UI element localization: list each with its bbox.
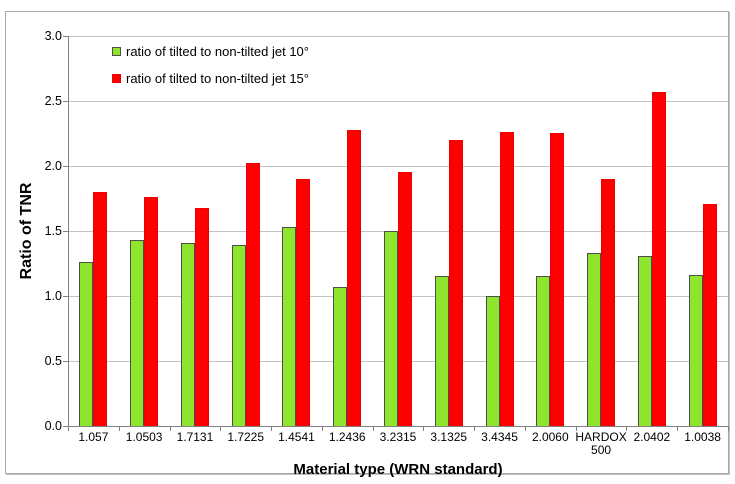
bar-15deg-3.4345 bbox=[499, 132, 514, 426]
y-axis-line bbox=[68, 36, 69, 427]
gridline bbox=[68, 36, 728, 37]
bar-15deg-1.7131 bbox=[194, 208, 209, 426]
x-tick-label: 1.7225 bbox=[227, 430, 265, 444]
bar-10deg-2.0402 bbox=[637, 256, 652, 426]
bar-10deg-1.057 bbox=[79, 262, 94, 426]
bar-15deg-1.0038 bbox=[702, 204, 717, 426]
legend-label-10deg: ratio of tilted to non-tilted jet 10° bbox=[126, 44, 309, 59]
x-tick-label: 2.0402 bbox=[633, 430, 671, 444]
bar-10deg-3.4345 bbox=[485, 296, 500, 426]
bar-10deg-3.1325 bbox=[434, 276, 449, 426]
bar-15deg-3.1325 bbox=[448, 140, 463, 426]
bar-10deg-2.0060 bbox=[536, 276, 551, 426]
x-tick-mark bbox=[524, 426, 526, 431]
gridline bbox=[68, 166, 728, 167]
y-tick-label: 3.0 bbox=[44, 29, 62, 43]
x-tick-mark bbox=[169, 426, 171, 431]
x-tick-mark bbox=[321, 426, 323, 431]
y-tick-mark bbox=[63, 426, 68, 427]
bar-10deg-1.7131 bbox=[180, 243, 195, 426]
x-tick-label: 1.057 bbox=[78, 430, 109, 444]
bar-15deg-1.0503 bbox=[144, 197, 159, 426]
legend: ratio of tilted to non-tilted jet 10° ra… bbox=[112, 45, 309, 85]
y-tick-mark bbox=[63, 166, 68, 167]
bar-10deg-1.7225 bbox=[231, 245, 246, 426]
x-tick-mark bbox=[423, 426, 425, 431]
y-tick-mark bbox=[63, 231, 68, 232]
x-tick-label: 2.0060 bbox=[531, 430, 569, 444]
x-tick-mark bbox=[575, 426, 577, 431]
y-tick-mark bbox=[63, 101, 68, 102]
bar-15deg-1.057 bbox=[93, 192, 108, 426]
x-tick-mark bbox=[271, 426, 273, 431]
x-tick-label: 3.1325 bbox=[430, 430, 468, 444]
x-tick-mark bbox=[220, 426, 222, 431]
legend-marker-15deg-icon bbox=[112, 74, 121, 83]
x-tick-label: 3.4345 bbox=[481, 430, 518, 444]
y-tick-label: 1.0 bbox=[44, 289, 62, 303]
bar-10deg-1.0038 bbox=[688, 275, 703, 426]
legend-marker-10deg-icon bbox=[112, 47, 121, 56]
bar-15deg-2.0060 bbox=[550, 133, 565, 426]
x-tick-mark bbox=[677, 426, 679, 431]
x-tick-label: HARDOX 500 bbox=[575, 430, 627, 457]
bar-15deg-2.0402 bbox=[651, 92, 666, 426]
legend-entry-10deg: ratio of tilted to non-tilted jet 10° bbox=[112, 45, 309, 58]
x-tick-mark bbox=[474, 426, 476, 431]
chart-frame: Ratio of TNR Material type (WRN standard… bbox=[5, 11, 729, 478]
x-axis-line bbox=[68, 426, 729, 427]
gridline bbox=[68, 101, 728, 102]
legend-entry-15deg: ratio of tilted to non-tilted jet 15° bbox=[112, 72, 309, 85]
bar-10deg-HARDOX-500 bbox=[587, 253, 602, 426]
x-tick-label: 1.7131 bbox=[176, 430, 214, 444]
bar-10deg-1.0503 bbox=[130, 240, 145, 426]
legend-label-15deg: ratio of tilted to non-tilted jet 15° bbox=[126, 71, 309, 86]
x-tick-mark bbox=[68, 426, 69, 431]
x-tick-mark bbox=[372, 426, 374, 431]
x-axis-title: Material type (WRN standard) bbox=[293, 461, 503, 478]
bar-15deg-1.4541 bbox=[296, 179, 311, 426]
y-tick-mark bbox=[63, 361, 68, 362]
x-tick-label: 1.0038 bbox=[684, 430, 721, 444]
x-tick-label: 3.2315 bbox=[379, 430, 417, 444]
bar-15deg-1.7225 bbox=[245, 163, 260, 426]
x-tick-label: 1.2436 bbox=[328, 430, 366, 444]
y-tick-mark bbox=[63, 296, 68, 297]
x-tick-mark bbox=[626, 426, 628, 431]
y-tick-label: 2.5 bbox=[44, 94, 62, 108]
x-tick-mark bbox=[728, 426, 729, 431]
bar-15deg-HARDOX-500 bbox=[601, 179, 616, 426]
bar-15deg-1.2436 bbox=[347, 130, 362, 426]
bar-10deg-1.2436 bbox=[333, 287, 348, 426]
y-tick-label: 0.5 bbox=[44, 354, 62, 368]
bar-10deg-3.2315 bbox=[384, 231, 398, 426]
plot-area bbox=[68, 36, 728, 426]
y-tick-label: 0.0 bbox=[44, 419, 62, 433]
bar-15deg-3.2315 bbox=[398, 172, 412, 426]
bar-10deg-1.4541 bbox=[282, 227, 297, 426]
y-tick-label: 2.0 bbox=[44, 159, 62, 173]
x-tick-label: 1.4541 bbox=[278, 430, 315, 444]
y-tick-label: 1.5 bbox=[44, 224, 62, 238]
x-tick-label: 1.0503 bbox=[125, 430, 163, 444]
y-tick-mark bbox=[63, 36, 68, 37]
x-tick-mark bbox=[118, 426, 120, 431]
